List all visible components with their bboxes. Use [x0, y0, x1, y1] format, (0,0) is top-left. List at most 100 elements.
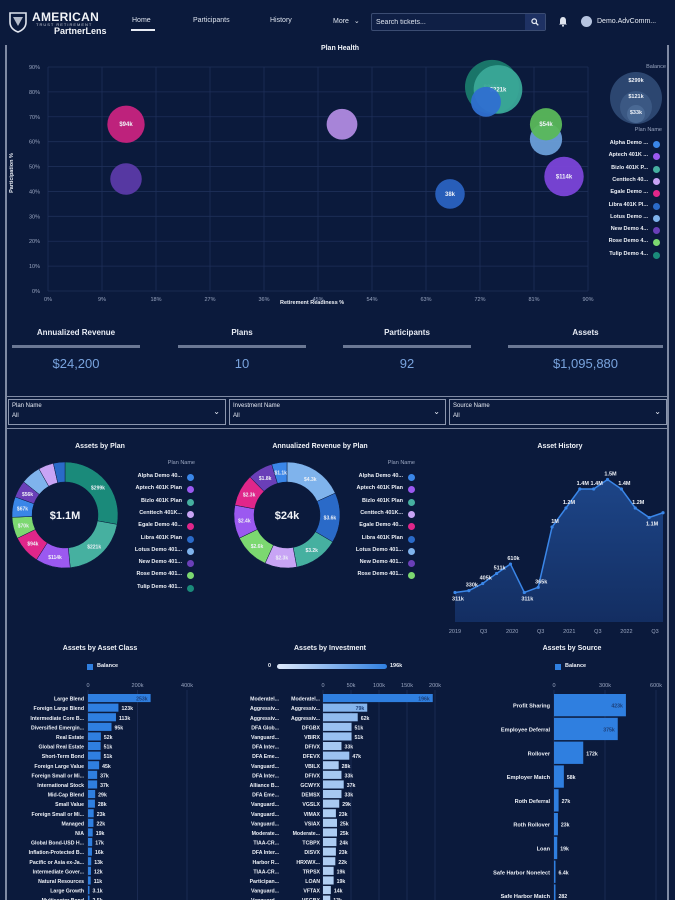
bar	[88, 828, 93, 837]
chevron-down-icon: ⌄	[433, 407, 440, 416]
bar	[323, 732, 352, 741]
legend-item[interactable]: Centtech 401K...	[116, 509, 196, 521]
investment-name-slicer[interactable]: Investment Name All ⌄	[229, 399, 446, 425]
legend-label: Balance	[97, 663, 119, 669]
history-point	[564, 506, 568, 510]
bar	[323, 857, 336, 866]
legend-item[interactable]: Centtech 401K...	[337, 509, 417, 521]
legend-item[interactable]: Bizlo 401K Plan	[337, 497, 417, 509]
bar	[323, 799, 340, 808]
legend-dot-icon	[408, 560, 415, 568]
source-name-slicer[interactable]: Source Name All ⌄	[449, 399, 667, 425]
bar-value-label: 375k	[603, 728, 615, 734]
x-tick-label: Q3	[651, 629, 658, 635]
bar	[88, 722, 112, 731]
bar	[554, 860, 556, 883]
legend-item[interactable]: Aptech 401K ...	[590, 151, 662, 163]
bar-value-label: 51k	[104, 754, 113, 760]
legend-item[interactable]: Alpha Demo 40...	[116, 472, 196, 484]
bar-value-label: 33k	[344, 773, 353, 779]
legend-item[interactable]: New Demo 4...	[590, 225, 662, 237]
legend-dot-icon	[187, 572, 194, 580]
legend-dot-icon	[408, 486, 415, 494]
bar-category-label: Small Value	[55, 802, 84, 808]
nav-history[interactable]: History	[270, 17, 292, 24]
search-button[interactable]	[525, 14, 545, 30]
bar	[88, 876, 91, 885]
legend-item[interactable]: Aptech 401K Plan	[116, 484, 196, 496]
legend-label: Bizlo 401K P...	[611, 164, 648, 171]
bar	[554, 741, 584, 764]
legend-item[interactable]: Libra 401K Pl...	[590, 201, 662, 213]
bar-value-label: 47k	[352, 754, 361, 760]
bar-category-code: TRPSX	[303, 869, 321, 875]
history-data-label: 365k	[535, 579, 548, 585]
user-name[interactable]: Demo.AdvComm...	[597, 18, 657, 25]
bar-value-label: 51k	[355, 735, 364, 741]
nav-participants[interactable]: Participants	[193, 17, 230, 24]
bell-icon[interactable]	[558, 16, 568, 27]
plan-name-slicer[interactable]: Plan Name All ⌄	[8, 399, 226, 425]
legend-item[interactable]: Egale Demo ...	[590, 188, 662, 200]
x-tick-label: Q3	[480, 629, 487, 635]
legend-item[interactable]: Bizlo 401K P...	[590, 164, 662, 176]
bar	[554, 884, 556, 900]
legend-item[interactable]: Centtech 40...	[590, 176, 662, 188]
history-data-label: 511k	[494, 565, 507, 571]
investment-title: Assets by Investment	[294, 645, 366, 652]
legend-dot-icon	[653, 190, 660, 198]
bar-value-label: 95k	[115, 725, 124, 731]
bar-category-label: DFA Glob...	[251, 725, 279, 731]
legend-item[interactable]: Lotus Demo 401...	[116, 546, 196, 558]
kpi-title-participants: Participants	[384, 328, 430, 337]
legend-item[interactable]: Libra 401K Plan	[116, 534, 196, 546]
y-tick-label: 50%	[29, 165, 40, 171]
legend-item[interactable]: Aptech 401K Plan	[337, 484, 417, 496]
legend-label: Aptech 401K Plan	[356, 485, 403, 492]
legend-label: Libra 401K Pl...	[608, 201, 648, 208]
legend-item[interactable]: Lotus Demo 401...	[337, 546, 417, 558]
history-point	[453, 590, 457, 595]
legend-item[interactable]: Tulip Demo 4...	[590, 250, 662, 262]
legend-item[interactable]: Alpha Demo 40...	[337, 472, 417, 484]
bar-category-label: Harbor R...	[252, 860, 279, 866]
slice-label: $70k	[18, 524, 29, 530]
legend-item[interactable]: New Demo 401...	[116, 558, 196, 570]
legend-item[interactable]: Libra 401K Plan	[337, 534, 417, 546]
legend-item[interactable]: Egale Demo 40...	[116, 521, 196, 533]
bar-category-label: Aggressiv...	[250, 716, 280, 722]
x-tick-label: 2020	[506, 629, 518, 635]
search-input[interactable]	[376, 16, 526, 28]
bar-value-label: 22k	[96, 821, 105, 827]
bar-category-label: Natural Resources	[38, 879, 84, 885]
bar	[88, 703, 119, 712]
legend-item[interactable]: Rose Demo 4...	[590, 237, 662, 249]
bar-value-label: 29k	[342, 802, 351, 808]
legend-item[interactable]: Rose Demo 401...	[116, 570, 196, 582]
legend-item[interactable]: Rose Demo 401...	[337, 570, 417, 582]
bar-category-label: Managed	[62, 821, 84, 827]
legend-item[interactable]: New Demo 401...	[337, 558, 417, 570]
logo[interactable]: AMERICAN TRUST RETIREMENT PartnerLens	[8, 9, 108, 37]
bar	[323, 828, 337, 837]
bar-category-code: DFGBX	[302, 725, 321, 731]
x-tick-label: 600k	[650, 683, 662, 689]
legend-item[interactable]: Lotus Demo ...	[590, 213, 662, 225]
legend-dot-icon	[653, 177, 660, 185]
nav-home[interactable]: Home	[132, 17, 151, 24]
bar-category-label: Loan	[537, 847, 551, 853]
history-line	[454, 478, 664, 594]
legend-item[interactable]: Tulip Demo 401...	[116, 583, 196, 595]
bar	[323, 742, 342, 751]
nav-more[interactable]: More ⌄	[333, 17, 360, 25]
legend-item[interactable]: Egale Demo 40...	[337, 521, 417, 533]
x-tick-label: 400k	[181, 683, 193, 689]
kpi-divider	[508, 345, 663, 348]
bar-category-label: Large Growth	[50, 889, 84, 895]
bar-category-code: DISVX	[304, 850, 320, 856]
legend-item[interactable]: Alpha Demo ...	[590, 139, 662, 151]
avatar[interactable]	[581, 16, 592, 27]
bar-category-label: Foreign Small or Mi...	[32, 812, 85, 818]
legend-item[interactable]: Bizlo 401K Plan	[116, 497, 196, 509]
